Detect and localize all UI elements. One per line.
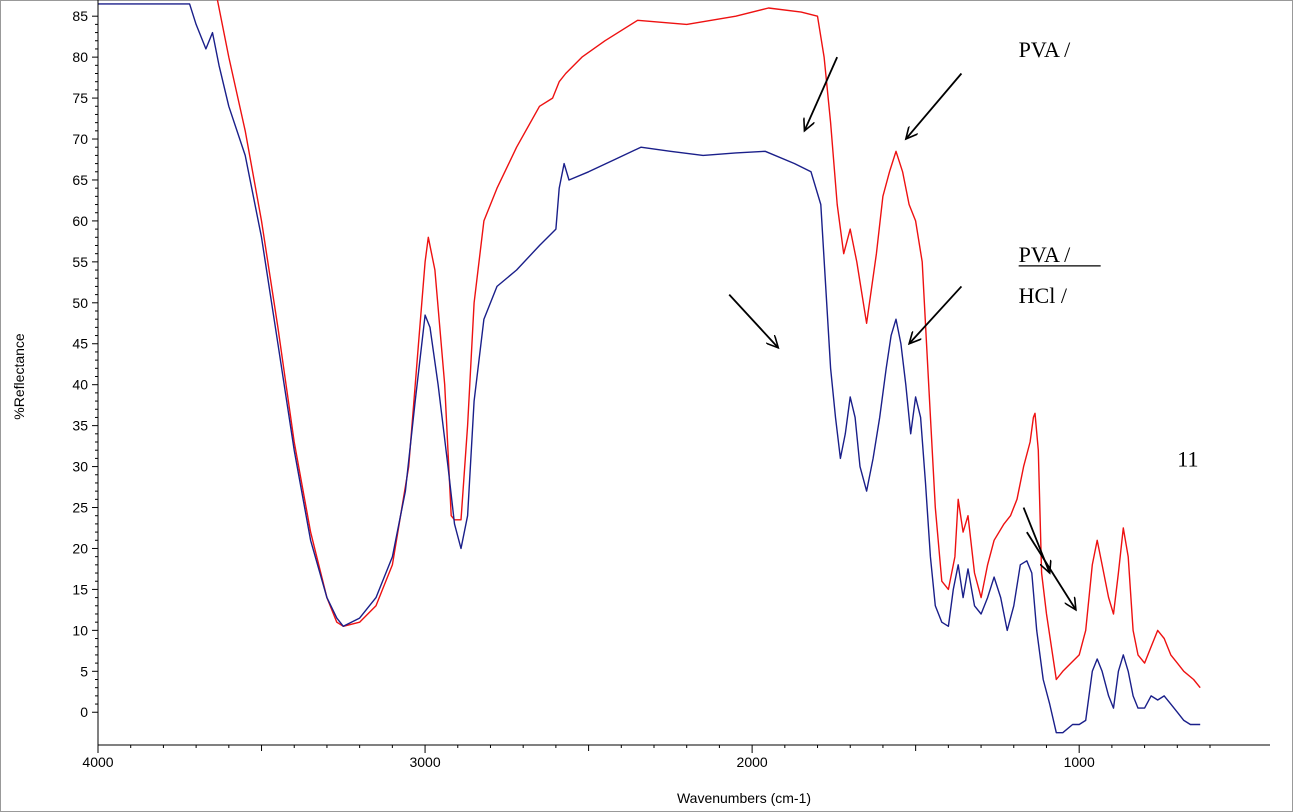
y-tick-label: 70 [72, 131, 88, 147]
y-tick-label: 60 [72, 213, 88, 229]
y-tick-label: 65 [72, 172, 88, 188]
annotation-arrow [909, 285, 963, 343]
y-tick-label: 75 [72, 90, 88, 106]
y-tick-label: 30 [72, 459, 88, 475]
annotation-arrows [728, 56, 1076, 610]
annotation-arrow [1026, 531, 1076, 610]
x-axis-title: Wavenumbers (cm-1) [677, 790, 811, 806]
y-tick-label: 50 [72, 295, 88, 311]
annotation-label: PVA / [1019, 242, 1071, 267]
y-tick-label: 20 [72, 540, 88, 556]
y-tick-label: 45 [72, 336, 88, 352]
annotation-arrow [906, 72, 963, 140]
y-tick-label: 55 [72, 254, 88, 270]
y-tick-label: 0 [80, 704, 88, 720]
spectrum-line-1 [216, 0, 1201, 689]
annotation-arrow [728, 294, 778, 348]
y-tick-label: 5 [80, 663, 88, 679]
annotation-labels: PVA / PVA / HCl / 11 [1018, 37, 1198, 472]
y-tick-label: 25 [72, 500, 88, 516]
x-tick-label: 1000 [1064, 754, 1095, 770]
annotation-label: HCl / [1019, 283, 1068, 308]
spectrum-line-2 [98, 3, 1201, 734]
annotation-label: PVA / [1019, 37, 1071, 62]
annotation-label: 11 [1177, 447, 1198, 472]
axes: 0 5 10 15 20 25 30 35 40 45 50 55 60 65 70 75 80 85 4000 30… [11, 0, 1270, 806]
y-tick-label: 80 [72, 49, 88, 65]
y-tick-label: 35 [72, 418, 88, 434]
x-tick-label: 2000 [737, 754, 768, 770]
annotation-arrow [804, 56, 838, 131]
y-axis-title: %Reflectance [11, 333, 27, 420]
x-tick-label: 3000 [409, 754, 440, 770]
y-tick-label: 10 [72, 622, 88, 638]
y-tick-label: 40 [72, 377, 88, 393]
x-tick-label: 4000 [82, 754, 113, 770]
spectrum-curves [98, 0, 1201, 734]
y-tick-label: 15 [72, 581, 88, 597]
y-tick-label: 85 [72, 8, 88, 24]
